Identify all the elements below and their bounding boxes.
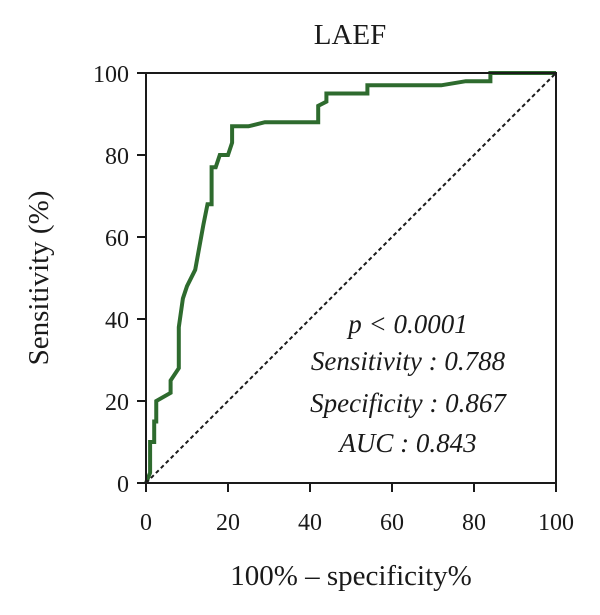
specificity-text: Specificity : 0.867 xyxy=(310,388,507,418)
x-tick-label: 60 xyxy=(380,510,404,536)
stats-annotation: p < 0.0001 Sensitivity : 0.788 Specifici… xyxy=(310,309,507,458)
y-tick-label: 40 xyxy=(105,308,129,334)
roc-curve-line xyxy=(144,71,556,484)
x-tick-label: 20 xyxy=(216,510,240,536)
x-tick-label: 0 xyxy=(140,510,152,536)
y-axis-label: Sensitivity (%) xyxy=(23,191,55,366)
x-tick-label: 100 xyxy=(538,510,574,536)
y-axis-ticks: 0 20 40 60 80 100 xyxy=(93,62,146,498)
y-tick-label: 0 xyxy=(117,472,129,498)
y-tick-label: 80 xyxy=(105,144,129,170)
x-tick-label: 40 xyxy=(298,510,322,536)
reference-diagonal-line xyxy=(145,72,557,484)
p-value-text: p < 0.0001 xyxy=(346,309,467,339)
plot-lines xyxy=(144,71,557,484)
sensitivity-text: Sensitivity : 0.788 xyxy=(311,346,506,376)
auc-text: AUC : 0.843 xyxy=(337,428,476,458)
chart-title: LAEF xyxy=(314,19,387,51)
y-tick-label: 20 xyxy=(105,390,129,416)
plot-frame xyxy=(145,72,557,484)
x-axis-label: 100% – specificity% xyxy=(230,560,472,592)
y-tick-label: 60 xyxy=(105,226,129,252)
x-axis-ticks: 0 20 40 60 80 100 xyxy=(140,483,574,536)
y-tick-label: 100 xyxy=(93,62,129,88)
x-tick-label: 80 xyxy=(462,510,486,536)
